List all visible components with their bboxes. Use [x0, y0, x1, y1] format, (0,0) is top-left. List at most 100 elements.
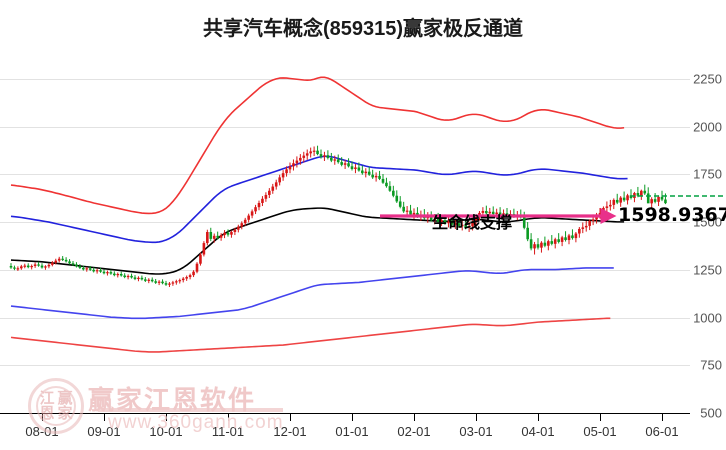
candle-body: [454, 223, 457, 225]
band-line: [10, 207, 625, 275]
candle-body: [109, 272, 113, 274]
candle-body: [347, 163, 350, 167]
candle-body: [491, 211, 495, 215]
candle-body: [199, 254, 202, 264]
y-axis-tick-label: 500: [700, 405, 722, 421]
candle-body: [223, 232, 226, 236]
candle-body: [547, 241, 550, 246]
candle-body: [540, 242, 543, 248]
candle-body: [305, 153, 309, 156]
candle-body: [9, 265, 13, 268]
candle-body: [619, 197, 622, 203]
candle-body: [650, 199, 653, 204]
candle-body: [388, 186, 392, 191]
candle-body: [316, 150, 319, 155]
candle-body: [640, 190, 643, 196]
candle-body: [447, 221, 450, 224]
candle-body: [85, 268, 89, 270]
candle-body: [488, 211, 492, 214]
candle-body: [123, 275, 126, 278]
candle-body: [471, 222, 474, 227]
candle-body: [578, 228, 581, 234]
candle-body: [181, 278, 185, 281]
candle-body: [247, 215, 250, 220]
candle-body: [450, 221, 454, 225]
candle-body: [440, 220, 443, 222]
candle-body: [240, 223, 244, 227]
x-axis-tick-label: 05-01: [583, 424, 617, 439]
candle-body: [271, 186, 275, 191]
candle-body: [543, 242, 547, 246]
candle-body: [92, 269, 95, 272]
x-axis-tick: [538, 414, 539, 421]
candle-body: [185, 277, 188, 279]
x-axis-tick-label: 04-01: [521, 424, 555, 439]
candle-body: [274, 182, 278, 187]
candle-body: [13, 267, 16, 269]
candle-body: [268, 190, 271, 195]
candle-body: [529, 239, 533, 249]
annotation-marks: [380, 195, 726, 224]
candle-body: [68, 261, 71, 264]
candle-body: [460, 224, 464, 227]
candle-body: [560, 237, 564, 242]
candle-body: [202, 243, 206, 255]
candle-body: [188, 275, 192, 278]
brand-watermark: 赢家江恩软件: [88, 386, 257, 416]
candle-body: [574, 233, 578, 239]
x-axis-tick-label: 01-01: [335, 424, 369, 439]
x-axis-tick: [662, 414, 663, 421]
candle-body: [150, 279, 154, 282]
candle-body: [212, 235, 216, 239]
candle-body: [219, 235, 223, 238]
candle-body: [398, 201, 402, 207]
candle-body: [250, 211, 254, 216]
candle-body: [154, 281, 157, 283]
candle-body: [564, 237, 567, 241]
candle-body: [47, 264, 51, 267]
candle-body: [374, 175, 378, 178]
x-axis-tick: [104, 414, 105, 421]
x-axis-tick: [228, 414, 229, 421]
x-axis-tick: [414, 414, 415, 421]
candle-body: [436, 218, 440, 222]
candle-body: [78, 266, 82, 268]
candle-body: [82, 267, 85, 270]
y-axis-tick-label: 1750: [693, 166, 722, 182]
candle-body: [264, 194, 268, 199]
gridline: [0, 269, 690, 271]
candle-body: [429, 216, 433, 221]
brand-seal-watermark: 江赢恩家: [28, 378, 84, 434]
candle-body: [130, 275, 133, 278]
gridline: [0, 174, 690, 176]
candle-body: [75, 264, 78, 267]
candle-body: [178, 280, 182, 282]
candle-body: [147, 279, 151, 281]
candle-body: [119, 274, 123, 276]
candle-body: [615, 199, 619, 203]
candle-body: [71, 263, 75, 265]
candle-body: [343, 163, 347, 165]
x-axis-tick-label: 12-01: [273, 424, 307, 439]
candle-body: [378, 175, 381, 179]
y-axis-tick-label: 1250: [693, 262, 722, 278]
candle-body: [664, 199, 667, 204]
candle-body: [622, 197, 626, 201]
band-line: [10, 155, 628, 244]
candle-body: [609, 204, 612, 207]
candle-body: [261, 198, 264, 203]
url-watermark: www.360gann.com: [108, 412, 284, 433]
candle-body: [226, 232, 230, 235]
gridline: [0, 126, 690, 128]
candle-body: [412, 212, 416, 215]
candle-body: [168, 283, 171, 285]
gridline: [0, 365, 690, 367]
band-line: [10, 317, 611, 353]
candle-body: [257, 202, 261, 208]
candle-body: [323, 155, 326, 157]
candle-body: [333, 159, 337, 161]
candle-body: [106, 272, 109, 274]
gridline: [0, 317, 690, 319]
